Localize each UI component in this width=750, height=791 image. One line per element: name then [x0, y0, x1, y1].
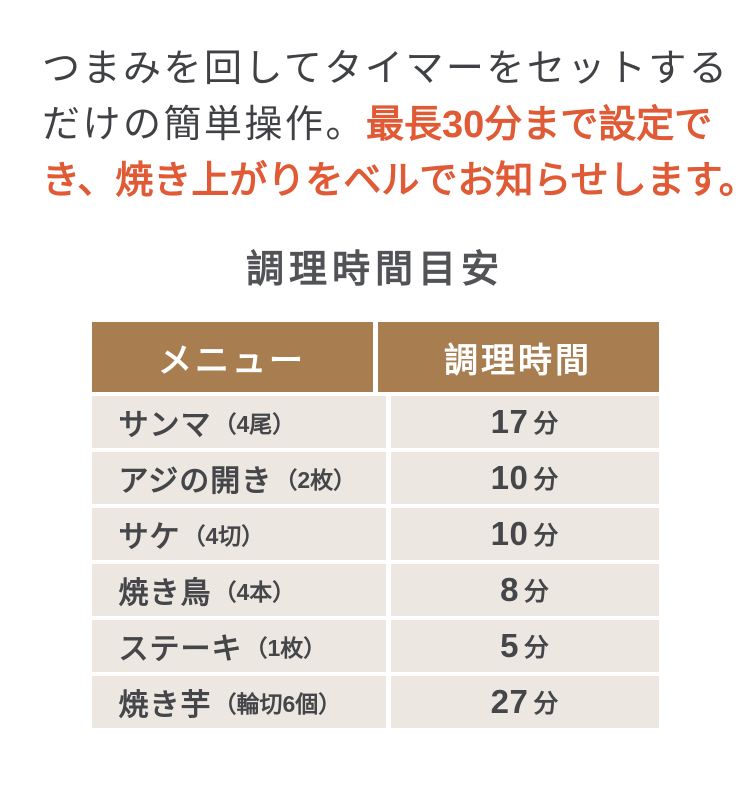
time-cell: 10 分: [391, 452, 659, 504]
time-value: 5: [500, 627, 519, 664]
menu-note: （4尾）: [213, 411, 296, 437]
menu-name: 焼き芋: [118, 689, 212, 722]
menu-name: アジの開き: [118, 465, 273, 498]
time-value: 8: [500, 571, 519, 608]
menu-name: サケ: [118, 521, 181, 554]
time-unit: 分: [533, 522, 559, 550]
menu-cell: 焼き芋 （輪切6個）: [91, 676, 386, 728]
intro-gray-text-1: つまみを回してタイマーをセットする: [42, 48, 730, 90]
menu-note: （輪切6個）: [213, 691, 342, 717]
time-cell: 10 分: [391, 508, 659, 560]
menu-name: サンマ: [118, 409, 212, 442]
menu-note: （1枚）: [244, 635, 327, 661]
table-row: サケ （4切） 10 分: [91, 508, 659, 560]
menu-cell: アジの開き （2枚）: [91, 452, 386, 504]
intro-accent-text-2: き、焼き上がりをベルでお知らせします。: [42, 160, 750, 202]
section-title: 調理時間目安: [245, 249, 504, 291]
time-unit: 分: [533, 466, 559, 494]
header-cell-time: 調理時間: [377, 322, 659, 392]
cooking-time-table: メニュー 調理時間 サンマ （4尾） 17 分 アジの開き （2枚） 10 分 サケ （4…: [91, 322, 659, 728]
menu-name: ステーキ: [118, 633, 243, 666]
menu-note: （2枚）: [274, 467, 357, 493]
menu-cell: サンマ （4尾）: [91, 396, 386, 448]
table-row: アジの開き （2枚） 10 分: [91, 452, 659, 504]
time-cell: 17 分: [391, 396, 659, 448]
menu-name: 焼き鳥: [118, 577, 212, 610]
intro-line-1: つまみを回してタイマーをセットする: [42, 41, 727, 97]
time-value: 10: [490, 515, 529, 552]
intro-line-3: き、焼き上がりをベルでお知らせします。: [42, 153, 750, 209]
menu-note: （4本）: [213, 579, 296, 605]
table-header-row: メニュー 調理時間: [91, 322, 659, 392]
menu-cell: サケ （4切）: [91, 508, 386, 560]
time-unit: 分: [523, 578, 550, 606]
menu-note: （4切）: [182, 523, 265, 549]
menu-cell: 焼き鳥 （4本）: [91, 564, 386, 616]
menu-cell: ステーキ （1枚）: [91, 620, 386, 672]
intro-line-2: だけの簡単操作。最長30分まで設定で: [42, 97, 720, 153]
table-row: 焼き芋 （輪切6個） 27 分: [91, 676, 659, 728]
time-value: 17: [490, 403, 529, 440]
header-cell-menu: メニュー: [91, 322, 373, 392]
intro-paragraph: つまみを回してタイマーをセットする だけの簡単操作。最長30分まで設定で き、焼…: [42, 41, 750, 209]
time-cell: 27 分: [391, 676, 659, 728]
time-unit: 分: [533, 690, 559, 718]
time-value: 10: [490, 459, 529, 496]
time-unit: 分: [523, 634, 550, 662]
time-value: 27: [490, 683, 529, 720]
time-unit: 分: [533, 410, 559, 438]
table-row: サンマ （4尾） 17 分: [91, 396, 659, 448]
intro-accent-text-1: 最長30分まで設定で: [366, 104, 713, 146]
intro-gray-text-2: だけの簡単操作。: [42, 104, 367, 146]
